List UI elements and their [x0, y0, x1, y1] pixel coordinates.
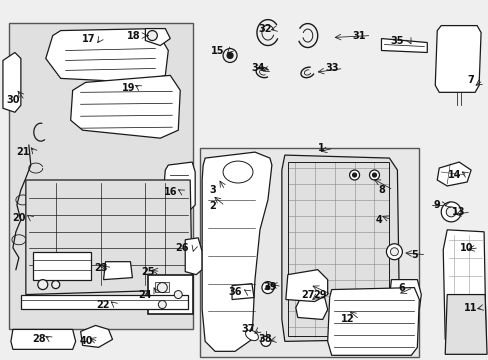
- Polygon shape: [185, 238, 202, 275]
- Circle shape: [261, 336, 270, 346]
- Text: 11: 11: [464, 302, 477, 312]
- Text: 18: 18: [126, 31, 140, 41]
- Polygon shape: [442, 230, 485, 339]
- Circle shape: [349, 170, 359, 180]
- Polygon shape: [21, 294, 188, 310]
- Polygon shape: [11, 329, 76, 349]
- Text: 9: 9: [433, 200, 440, 210]
- Circle shape: [389, 248, 398, 256]
- Text: 7: 7: [467, 75, 473, 85]
- Text: 30: 30: [6, 95, 20, 105]
- Polygon shape: [145, 28, 170, 45]
- Text: 39: 39: [263, 282, 276, 292]
- Text: 13: 13: [451, 207, 465, 217]
- Polygon shape: [3, 53, 21, 112]
- Text: 36: 36: [228, 287, 241, 297]
- Polygon shape: [434, 26, 480, 92]
- Polygon shape: [444, 294, 486, 354]
- Bar: [9, 23, 193, 329]
- Polygon shape: [327, 288, 419, 355]
- Text: 3: 3: [209, 185, 216, 195]
- Text: 34: 34: [251, 63, 264, 73]
- Circle shape: [174, 291, 182, 298]
- Circle shape: [52, 280, 60, 289]
- Text: 21: 21: [16, 147, 30, 157]
- Text: 1: 1: [318, 143, 325, 153]
- Bar: [148, 275, 193, 315]
- Text: 23: 23: [94, 263, 107, 273]
- Circle shape: [223, 49, 237, 62]
- Circle shape: [386, 244, 402, 260]
- Polygon shape: [163, 162, 195, 210]
- Polygon shape: [46, 28, 168, 82]
- Polygon shape: [71, 75, 180, 138]
- Text: 31: 31: [352, 31, 366, 41]
- Circle shape: [440, 202, 460, 222]
- Text: 8: 8: [377, 185, 384, 195]
- Polygon shape: [202, 152, 271, 351]
- Circle shape: [262, 282, 273, 293]
- Text: 24: 24: [139, 289, 152, 300]
- Text: 33: 33: [324, 63, 338, 73]
- Polygon shape: [232, 284, 253, 300]
- Text: 32: 32: [258, 24, 271, 33]
- Polygon shape: [33, 252, 90, 280]
- Text: 28: 28: [32, 334, 45, 345]
- Circle shape: [369, 170, 379, 180]
- Circle shape: [265, 285, 269, 289]
- Text: 16: 16: [163, 187, 177, 197]
- Polygon shape: [436, 162, 470, 186]
- Text: 25: 25: [142, 267, 155, 276]
- Text: 38: 38: [258, 334, 271, 345]
- Text: 22: 22: [96, 300, 109, 310]
- Polygon shape: [26, 180, 192, 294]
- Circle shape: [157, 283, 167, 293]
- Polygon shape: [388, 280, 421, 311]
- Text: 2: 2: [209, 201, 216, 211]
- Circle shape: [38, 280, 48, 289]
- Text: 29: 29: [312, 289, 326, 300]
- Text: 14: 14: [447, 170, 461, 180]
- Text: 15: 15: [211, 45, 224, 55]
- Text: 4: 4: [375, 215, 382, 225]
- Circle shape: [372, 173, 376, 177]
- Text: 37: 37: [241, 324, 254, 334]
- Bar: [200, 148, 419, 357]
- Polygon shape: [81, 325, 112, 347]
- Text: 35: 35: [390, 36, 403, 46]
- Bar: [287, 162, 388, 336]
- Text: 10: 10: [459, 243, 473, 253]
- Ellipse shape: [223, 161, 252, 183]
- Polygon shape: [281, 155, 399, 341]
- Polygon shape: [285, 270, 327, 302]
- Text: 40: 40: [80, 336, 93, 346]
- Text: 19: 19: [122, 84, 135, 93]
- Circle shape: [158, 301, 166, 309]
- Circle shape: [147, 31, 157, 41]
- Bar: [155, 282, 169, 292]
- Polygon shape: [381, 39, 427, 53]
- Polygon shape: [103, 262, 132, 280]
- Circle shape: [226, 53, 233, 58]
- Circle shape: [352, 173, 356, 177]
- Text: 12: 12: [340, 314, 354, 324]
- Circle shape: [446, 207, 455, 217]
- Text: 6: 6: [397, 283, 404, 293]
- Text: 27: 27: [301, 289, 314, 300]
- Text: 26: 26: [175, 243, 188, 253]
- Text: 5: 5: [410, 250, 417, 260]
- Text: 17: 17: [81, 33, 95, 44]
- Ellipse shape: [245, 330, 258, 341]
- Polygon shape: [295, 298, 327, 319]
- Text: 20: 20: [12, 213, 25, 223]
